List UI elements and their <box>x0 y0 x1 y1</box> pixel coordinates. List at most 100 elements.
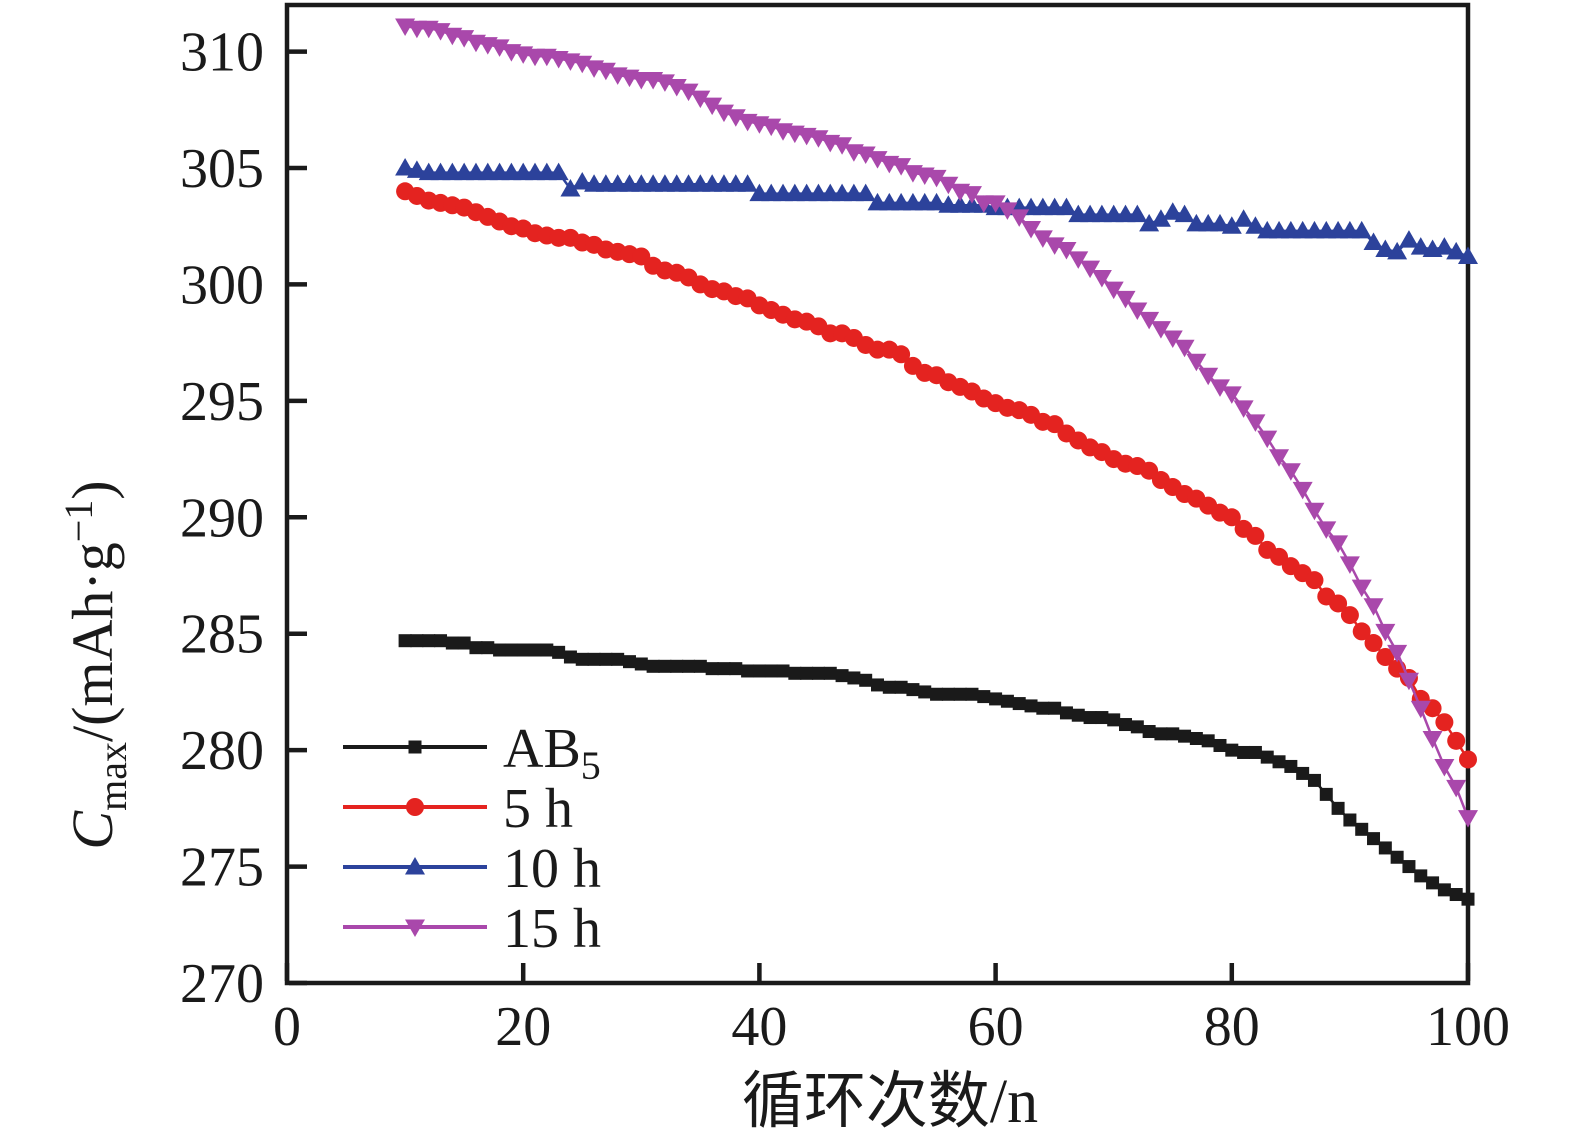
data-marker <box>1446 779 1467 798</box>
data-marker <box>481 641 495 655</box>
data-marker <box>776 664 790 678</box>
data-marker <box>406 160 427 178</box>
data-marker <box>457 636 471 650</box>
data-marker <box>575 652 589 666</box>
x-tick-label: 40 <box>731 996 787 1058</box>
data-marker <box>622 655 636 669</box>
data-marker <box>1127 302 1148 321</box>
data-marker <box>938 176 959 195</box>
data-marker <box>1119 718 1133 732</box>
data-marker <box>1304 502 1325 521</box>
data-marker <box>1012 697 1026 711</box>
data-marker <box>855 183 876 202</box>
data-marker <box>1068 251 1089 269</box>
data-marker <box>1032 230 1053 248</box>
data-marker <box>1367 832 1381 846</box>
data-marker <box>847 671 861 685</box>
y-tick-label: 300 <box>180 254 264 316</box>
data-marker <box>1435 713 1454 732</box>
data-marker <box>1021 221 1042 239</box>
data-marker <box>1056 242 1077 260</box>
data-marker <box>1319 787 1333 801</box>
data-marker <box>1246 526 1265 545</box>
data-marker <box>1378 841 1392 855</box>
data-marker <box>693 659 707 673</box>
data-marker <box>469 641 483 655</box>
data-marker <box>454 30 475 48</box>
data-marker <box>867 151 888 169</box>
data-marker <box>489 39 510 57</box>
data-marker <box>1095 711 1109 725</box>
data-marker <box>1209 213 1230 232</box>
data-marker <box>1127 204 1148 223</box>
data-marker <box>611 652 625 666</box>
y-axis-title: Cmax/(mAh·g−1) <box>56 480 135 849</box>
data-marker <box>1245 216 1266 234</box>
data-marker <box>410 634 424 648</box>
x-tick-label: 20 <box>495 996 551 1058</box>
data-marker <box>1422 731 1443 749</box>
series-5h <box>396 182 1477 769</box>
legend-row-AB5: AB5 <box>343 718 601 788</box>
data-marker <box>1329 594 1348 613</box>
data-marker <box>430 23 451 41</box>
data-marker <box>1139 213 1160 232</box>
data-marker <box>961 186 982 204</box>
data-marker <box>1296 766 1310 780</box>
data-marker <box>1269 449 1290 467</box>
data-marker <box>953 687 967 701</box>
legend-label: 5 h <box>503 778 573 840</box>
data-marker <box>1375 623 1396 642</box>
data-marker <box>926 169 947 188</box>
data-marker <box>572 171 593 190</box>
data-marker <box>1209 379 1230 397</box>
data-marker <box>1387 644 1408 663</box>
y-axis-ticks: 270 275 280 285 290 295 300 305 310 <box>180 22 307 1015</box>
data-marker <box>1115 290 1136 309</box>
data-marker <box>892 345 911 364</box>
data-marker <box>1340 606 1359 625</box>
legend-label: 10 h <box>503 838 601 900</box>
data-marker <box>1237 745 1251 759</box>
data-marker <box>1044 237 1065 255</box>
data-marker <box>563 650 577 664</box>
data-marker <box>1355 822 1369 836</box>
data-marker <box>1150 321 1171 339</box>
data-marker <box>882 680 896 694</box>
series-AB5 <box>398 634 1475 906</box>
data-marker <box>1292 481 1313 500</box>
data-marker <box>1446 241 1467 260</box>
series-10h <box>395 158 1478 264</box>
y-tick-label: 280 <box>180 720 264 782</box>
data-marker <box>1364 634 1383 653</box>
data-marker <box>1272 755 1286 769</box>
data-marker <box>599 652 613 666</box>
y-tick-label: 310 <box>180 22 264 84</box>
data-marker <box>552 645 566 659</box>
data-marker <box>855 146 876 165</box>
data-marker <box>658 659 672 673</box>
data-marker <box>1036 701 1050 715</box>
data-marker <box>1154 727 1168 741</box>
data-marker <box>548 162 569 181</box>
data-marker <box>1458 810 1478 828</box>
legend-label: AB5 <box>503 718 601 788</box>
data-marker <box>1461 892 1475 906</box>
x-axis-ticks: 0 20 40 60 80 100 <box>273 963 1510 1058</box>
data-marker <box>1107 713 1121 727</box>
data-marker <box>997 202 1018 220</box>
data-marker <box>1189 732 1203 745</box>
x-tick-label: 0 <box>273 996 301 1058</box>
data-marker <box>1339 556 1360 574</box>
data-marker <box>434 634 448 648</box>
legend-row-15h: 15 h <box>343 898 601 960</box>
data-marker <box>1130 720 1144 734</box>
data-marker <box>1351 220 1372 239</box>
data-marker <box>1222 508 1241 527</box>
data-marker <box>1376 648 1395 666</box>
data-marker <box>930 687 944 701</box>
data-marker <box>1221 216 1242 234</box>
data-marker <box>1083 711 1097 725</box>
